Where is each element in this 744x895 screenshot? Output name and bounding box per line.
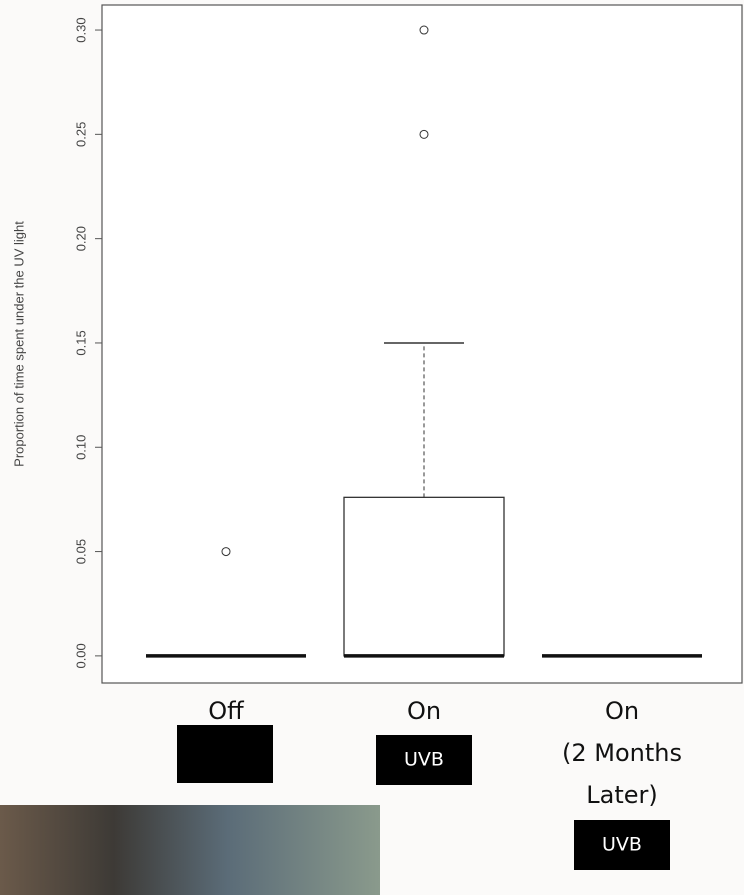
x-tick-label: On (407, 697, 441, 725)
badge-label: UVB (602, 834, 642, 856)
outlier (419, 129, 429, 139)
y-tick-label: 0.00 (73, 643, 88, 668)
y-axis-label: Proportion of time spent under the UV li… (11, 221, 26, 467)
x-tick-label-line: On (605, 697, 639, 725)
badge (376, 735, 472, 785)
y-tick-label: 0.25 (73, 122, 88, 147)
x-tick-label: Off (208, 697, 244, 725)
outlier (221, 547, 231, 557)
y-tick-label: 0.30 (73, 17, 88, 42)
x-tick-label: On (2 Months Later) (562, 697, 682, 809)
x-tick-label-line: Later) (586, 781, 657, 809)
x-tick-label-line: Off (208, 697, 244, 725)
x-tick-label-line: (2 Months (562, 739, 682, 767)
box (343, 496, 505, 657)
y-tick-label: 0.10 (73, 435, 88, 460)
badge-label: UVB (404, 749, 444, 771)
redaction-box (177, 725, 273, 783)
badge (574, 820, 670, 870)
outlier (419, 25, 429, 35)
y-tick-label: 0.20 (73, 226, 88, 251)
photo-strip (0, 805, 380, 895)
y-tick-label: 0.15 (73, 330, 88, 355)
x-tick-label-line: On (407, 697, 441, 725)
y-tick-label: 0.05 (73, 539, 88, 564)
